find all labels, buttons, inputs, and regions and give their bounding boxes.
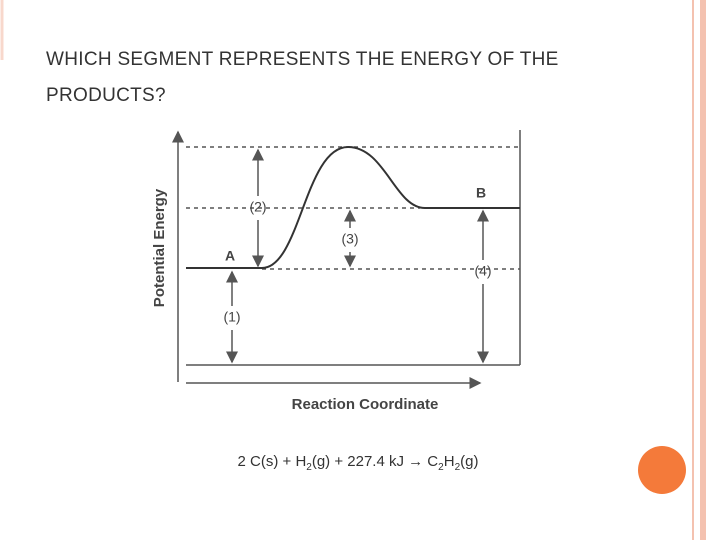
- equation-subscript: 2: [438, 462, 444, 473]
- title: WHICH SEGMENT REPRESENTS THE ENERGY OF T…: [46, 49, 559, 106]
- equation-subscript: 2: [306, 462, 312, 473]
- equation-text: 2 C(s) + H: [238, 453, 307, 470]
- segment-label: (3): [341, 231, 358, 247]
- segment-label: (4): [474, 263, 491, 279]
- segment-label: (1): [223, 309, 240, 325]
- y-axis-label: Potential Energy: [151, 188, 168, 307]
- decor-circle: [638, 446, 686, 494]
- equation-text: H: [444, 453, 455, 470]
- equation-text: (g): [460, 453, 478, 470]
- point-label: B: [476, 185, 486, 201]
- energy-curve: [186, 145, 520, 269]
- equation-subscript: 2: [455, 462, 461, 473]
- equation-text: (g) + 227.4 kJ → C: [312, 453, 438, 470]
- equation: 2 C(s) + H2(g) + 227.4 kJ → C2H2(g): [238, 453, 479, 473]
- x-axis-label: Reaction Coordinate: [292, 396, 439, 413]
- segment-label: (2): [249, 199, 266, 215]
- point-label: A: [225, 248, 235, 264]
